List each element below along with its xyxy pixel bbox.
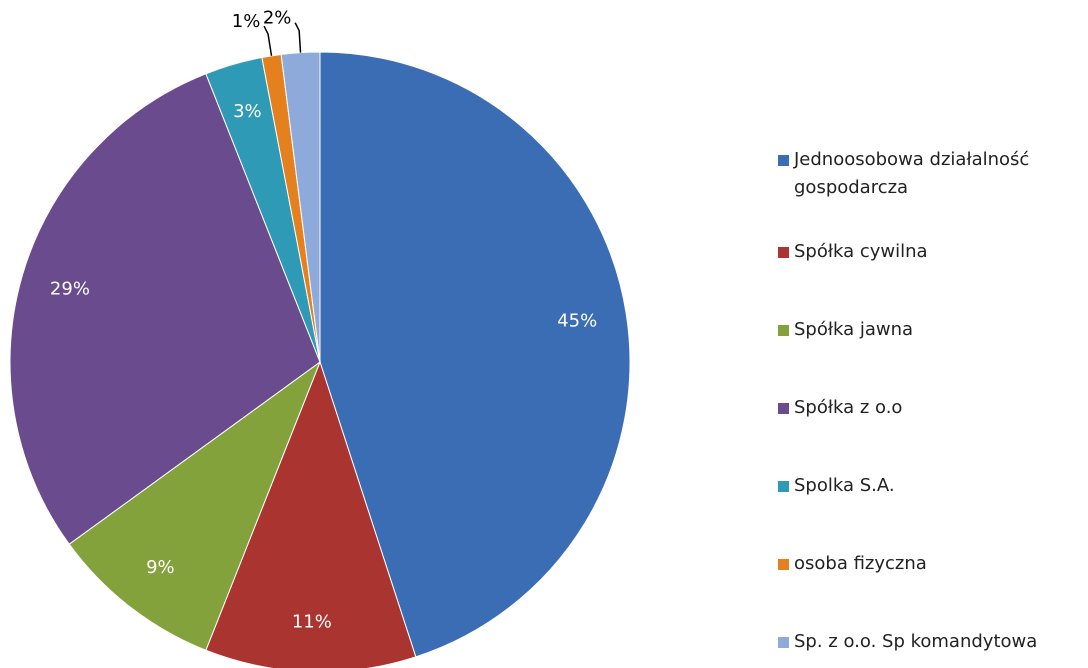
data-label: 45%: [557, 310, 597, 331]
legend-label: osoba fizyczna: [794, 553, 927, 574]
legend-label: Spolka S.A.: [794, 475, 895, 496]
legend-label: Sp. z o.o. Sp komandytowa: [794, 631, 1038, 652]
data-label: 2%: [263, 8, 292, 29]
legend-item: Sp. z o.o. Sp komandytowa: [776, 628, 1076, 656]
data-label: 29%: [50, 278, 90, 299]
legend-label: Jednoosobowa działalność gospodarcza: [794, 149, 1030, 198]
data-label: 11%: [292, 611, 332, 632]
legend-swatch: [778, 403, 789, 414]
leader-line: [263, 25, 273, 56]
data-label: 1%: [232, 11, 261, 32]
legend-swatch: [778, 637, 789, 648]
legend-label: Spółka jawna: [794, 319, 914, 340]
legend-label: Spółka cywilna: [794, 241, 928, 262]
legend-label: Spółka z o.o: [794, 397, 903, 418]
leader-line: [294, 22, 302, 53]
legend-item: Spółka z o.o: [776, 394, 1076, 422]
legend-item: Spółka cywilna: [776, 238, 1076, 266]
legend-item: Jednoosobowa działalność gospodarcza: [776, 146, 1076, 202]
legend-swatch: [778, 481, 789, 492]
data-label: 3%: [233, 101, 262, 122]
pie-slice: [68, 360, 322, 651]
legend-swatch: [778, 325, 789, 336]
legend-swatch: [778, 155, 789, 166]
legend-item: Spolka S.A.: [776, 472, 1076, 500]
data-label: 9%: [146, 557, 175, 578]
legend-swatch: [778, 247, 789, 258]
legend-swatch: [778, 559, 789, 570]
legend-item: osoba fizyczna: [776, 550, 1076, 578]
pie-slice: [9, 73, 321, 545]
pie-slice: [319, 51, 631, 658]
legend-item: Spółka jawna: [776, 316, 1076, 344]
pie-slice: [205, 360, 417, 668]
